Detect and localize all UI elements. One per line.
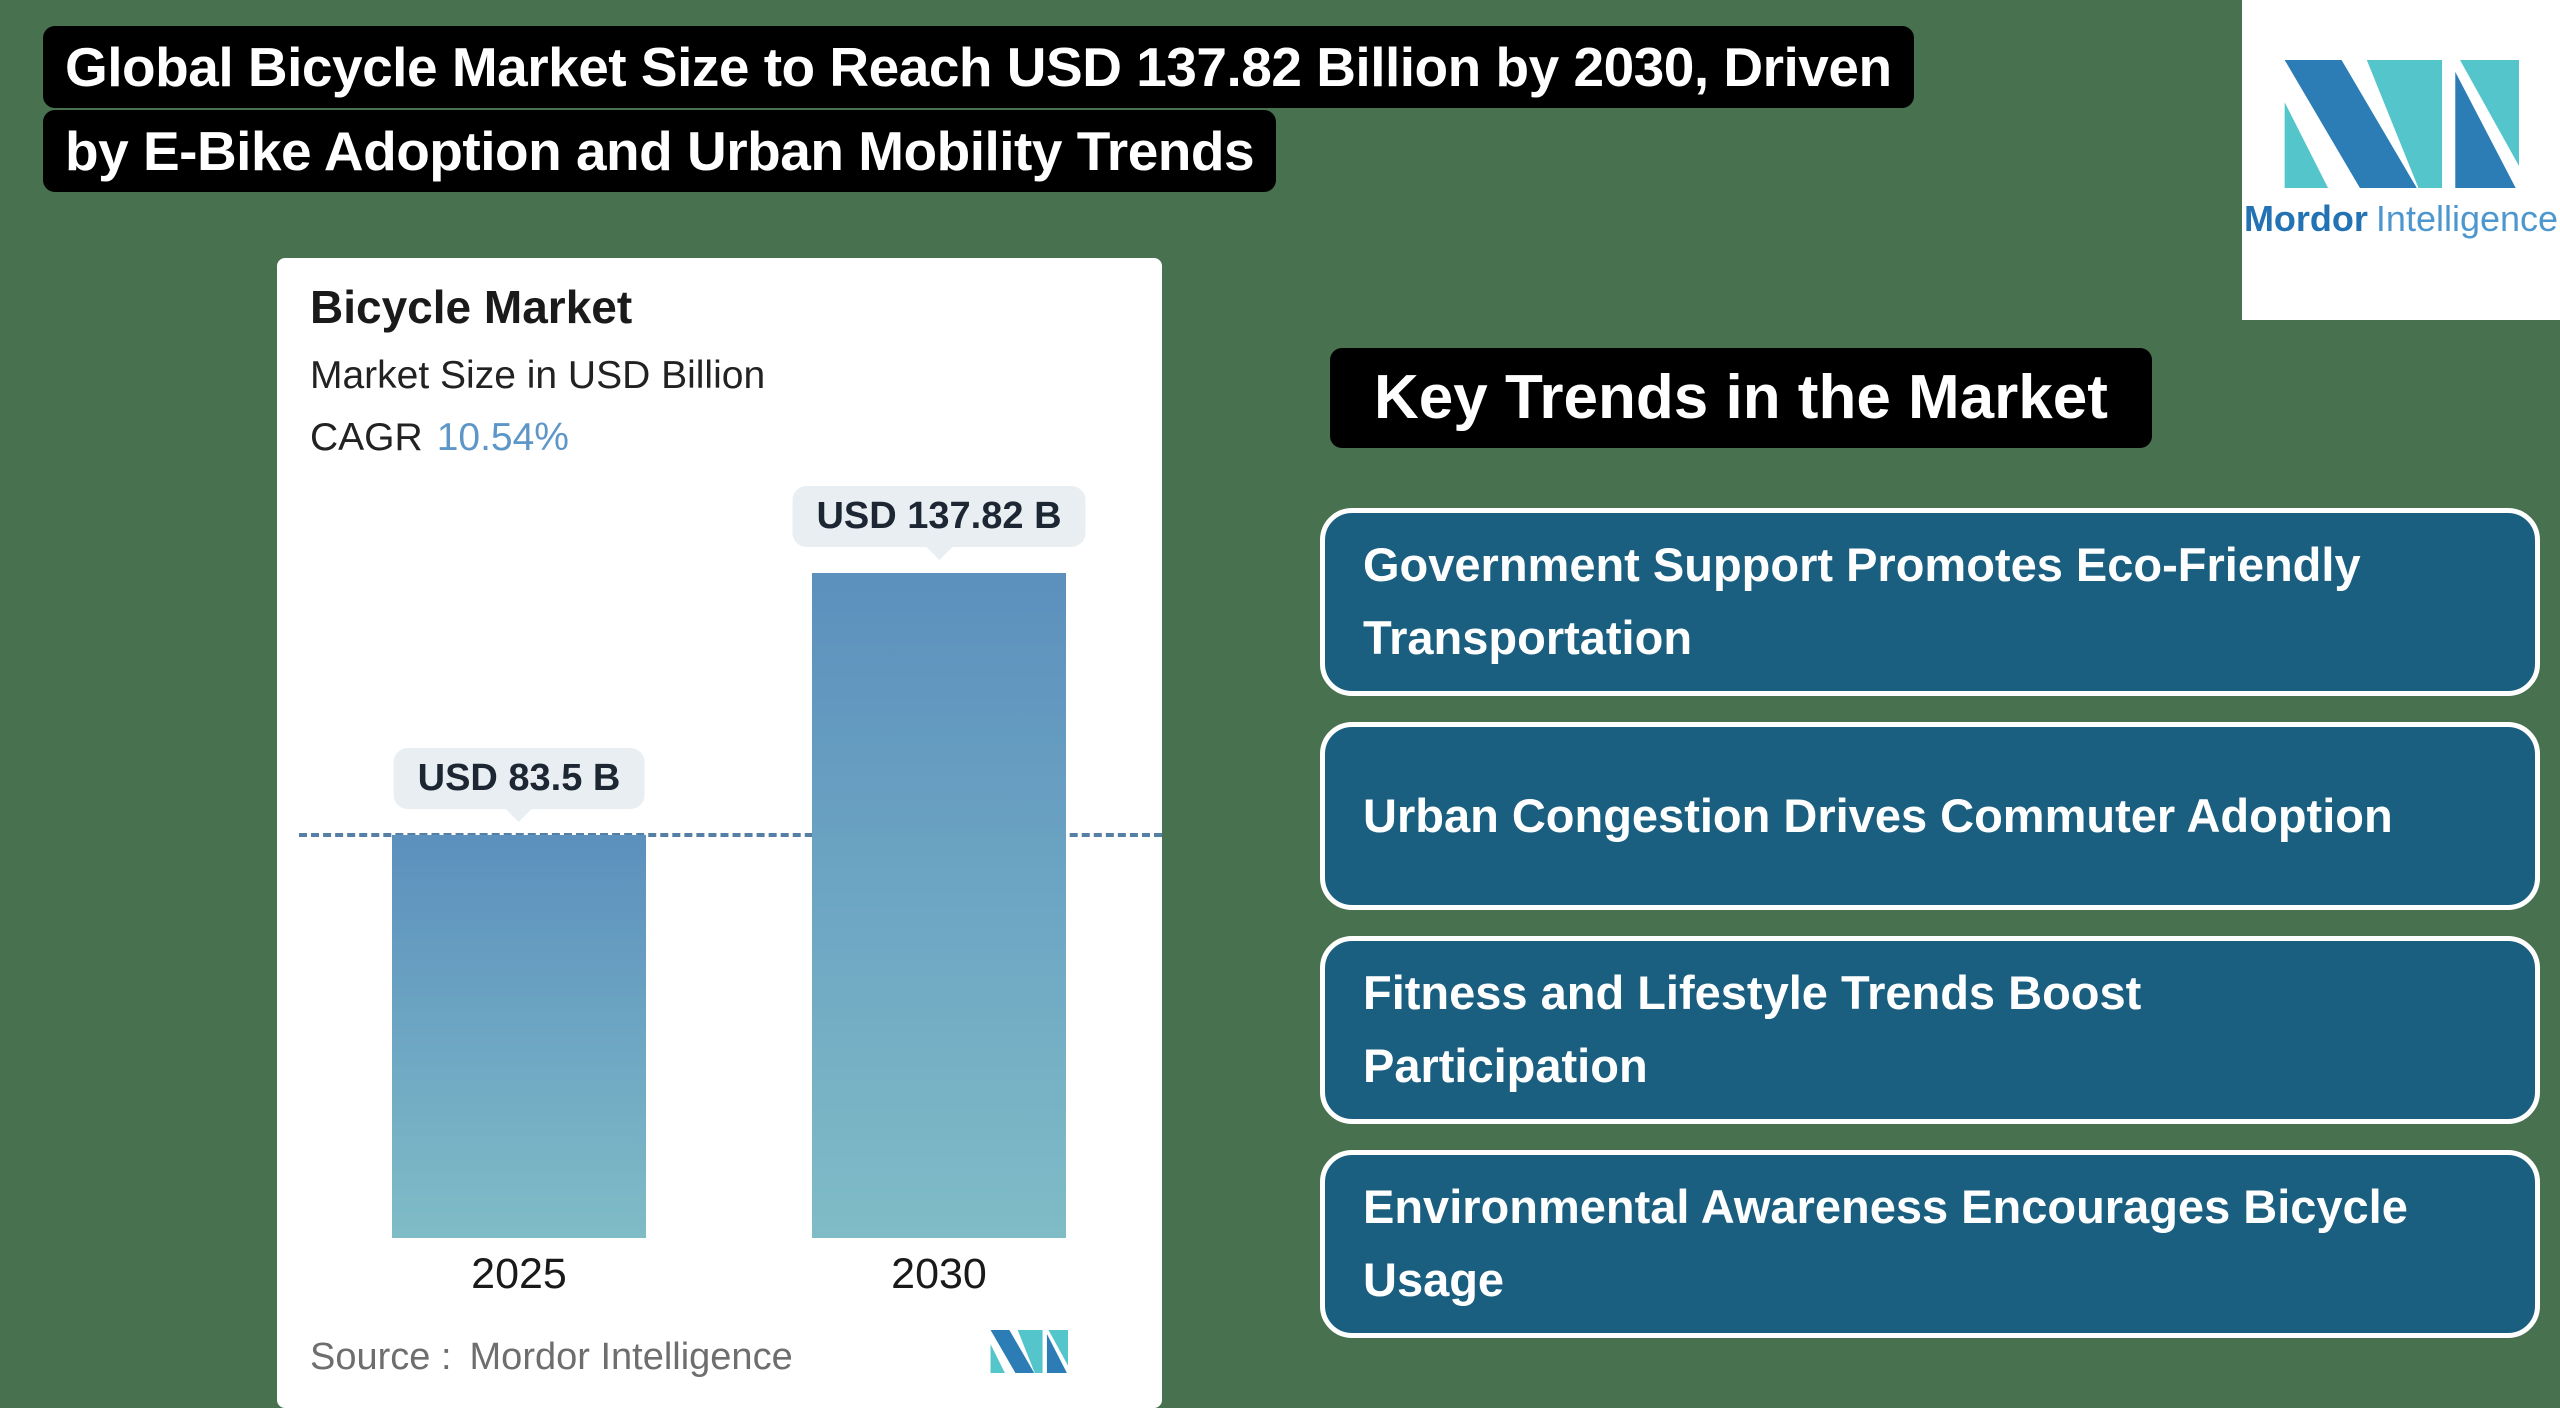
chart-card: Bicycle Market Market Size in USD Billio… [277,258,1162,1408]
source-row: Source : Mordor Intelligence [310,1336,793,1379]
brand-logo-box: Mordor Intelligence [2242,0,2560,320]
page-title: Global Bicycle Market Size to Reach USD … [43,26,2303,193]
trend-text-line1: Government Support Promotes Eco-Friendly [1363,538,2361,592]
trend-text-line2: Usage [1363,1253,1505,1306]
x-axis-label-2030: 2030 [891,1250,987,1298]
cagr-value: 10.54% [436,416,569,459]
source-label: Source : [310,1336,452,1378]
chart-cagr-row: CAGR 10.54% [310,416,569,460]
trend-box-government-support: Government Support Promotes Eco-Friendly… [1320,508,2540,696]
bar-tooltip: USD 83.5 B [393,748,645,809]
trend-box-urban-congestion: Urban Congestion Drives Commuter Adoptio… [1320,722,2540,910]
trend-box-fitness-lifestyle: Fitness and Lifestyle Trends Boost Parti… [1320,936,2540,1124]
key-trends-heading: Key Trends in the Market [1330,348,2152,448]
brand-name-regular: Intelligence [2375,198,2559,239]
chart-subtitle: Market Size in USD Billion [310,354,766,397]
bar [392,835,646,1238]
bar-tooltip: USD 137.82 B [792,486,1086,547]
bar-group-2025: USD 83.5 B [392,518,646,1238]
mordor-intelligence-logo-icon [2284,60,2519,188]
reference-dashed-line [299,833,1162,837]
cagr-label: CAGR [310,416,423,459]
trend-text-line2: Participation [1363,1039,1648,1092]
mordor-intelligence-mini-logo-icon [990,1330,1068,1373]
trend-text-line2: Transportation [1363,611,1693,664]
trend-text-line1: Fitness and Lifestyle Trends Boost [1363,966,2142,1020]
x-axis-label-2025: 2025 [471,1250,567,1298]
page-title-highlight: Global Bicycle Market Size to Reach USD … [43,26,1914,192]
trend-box-environmental-awareness: Environmental Awareness Encourages Bicyc… [1320,1150,2540,1338]
chart-title: Bicycle Market [310,281,633,333]
bar [812,573,1066,1238]
source-name: Mordor Intelligence [469,1336,793,1378]
page-title-line1: Global Bicycle Market Size to Reach USD … [65,36,1892,98]
brand-name-bold: Mordor [2243,198,2368,239]
trend-text-line1: Environmental Awareness Encourages Bicyc… [1363,1180,2408,1234]
trend-text-line1: Urban Congestion Drives Commuter Adoptio… [1363,788,2393,842]
bar-group-2030: USD 137.82 B [792,486,1086,1238]
page-title-line2: by E-Bike Adoption and Urban Mobility Tr… [65,119,1255,182]
brand-wordmark: Mordor Intelligence [2242,198,2560,240]
